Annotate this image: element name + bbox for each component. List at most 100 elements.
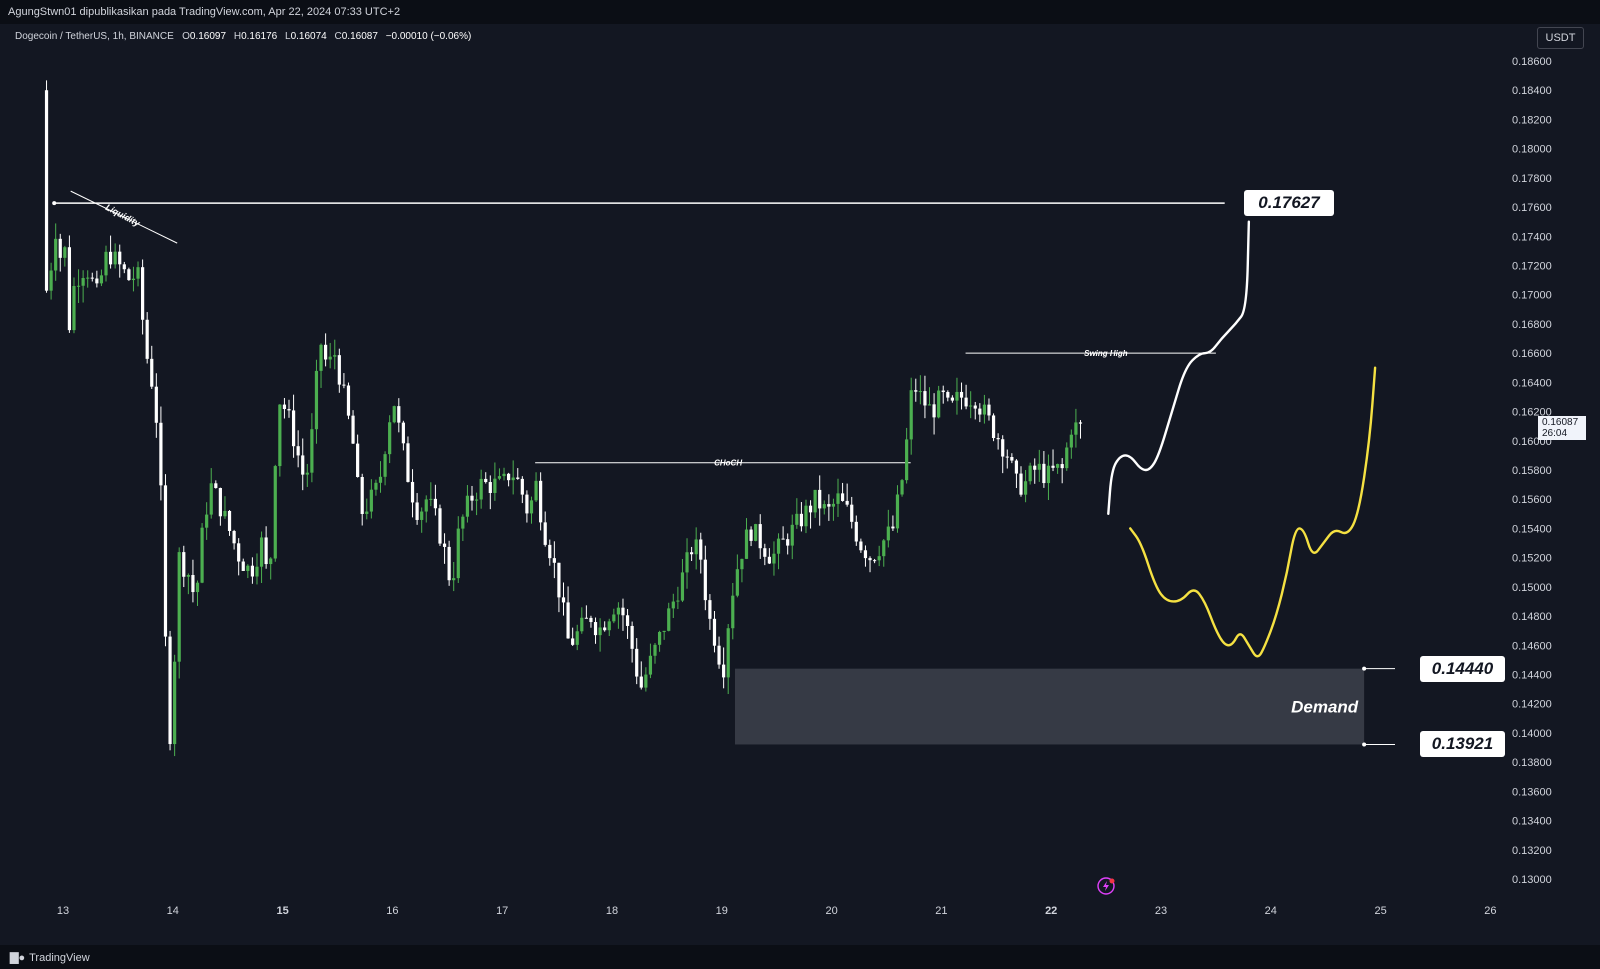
- candle-body: [877, 556, 881, 561]
- candle: [909, 377, 913, 455]
- candle-body: [561, 597, 566, 603]
- candle: [465, 485, 470, 523]
- candle: [95, 270, 99, 288]
- candle: [511, 460, 515, 495]
- candle: [991, 413, 996, 442]
- currency-unit-button[interactable]: USDT: [1537, 27, 1584, 49]
- candle-body: [99, 275, 104, 284]
- candle: [955, 377, 959, 415]
- candle-body: [685, 552, 689, 573]
- candle: [516, 468, 520, 480]
- candle: [287, 399, 291, 418]
- candle-body: [840, 493, 845, 501]
- candle-body: [1023, 481, 1028, 495]
- candle-body: [365, 511, 369, 514]
- close-value: 0.16087: [341, 31, 378, 42]
- tradingview-logo-icon[interactable]: ▇● TradingView: [10, 952, 90, 964]
- candle: [296, 430, 300, 468]
- candle-body: [927, 404, 932, 406]
- candle: [1005, 449, 1009, 469]
- candle: [776, 533, 781, 570]
- candle-body: [799, 513, 804, 527]
- candle: [845, 483, 849, 507]
- candle: [159, 406, 163, 501]
- chart-annotations: Liquidity Swing High CHoCH Demand: [104, 202, 1359, 716]
- candle: [676, 586, 680, 610]
- candle: [557, 562, 561, 613]
- candle-body: [639, 676, 643, 688]
- candle-body: [1010, 457, 1014, 461]
- candle: [694, 527, 698, 570]
- ohlc-legend: Dogecoin / TetherUS, 1h, BINANCE O0.1609…: [15, 31, 476, 42]
- price-tick-label: 0.15800: [1512, 465, 1552, 477]
- candle-body: [850, 504, 854, 522]
- candle-body: [676, 600, 680, 602]
- candle-body: [497, 476, 502, 479]
- candle: [969, 391, 973, 419]
- candle-body: [356, 443, 360, 477]
- target-price-tag: 0.17627: [1244, 190, 1334, 217]
- candle-body: [438, 508, 442, 544]
- candle-body: [946, 392, 950, 398]
- candle: [67, 235, 72, 333]
- close-label: C: [334, 31, 342, 42]
- candle-body: [314, 370, 319, 430]
- candle: [324, 333, 328, 367]
- candle-body: [575, 631, 579, 645]
- candle: [836, 478, 840, 517]
- symbol-name[interactable]: Dogecoin / TetherUS, 1h, BINANCE: [15, 31, 174, 42]
- candle-body: [95, 278, 99, 284]
- candle-body: [465, 495, 470, 517]
- candle-body: [1001, 439, 1005, 457]
- candle-body: [854, 521, 858, 542]
- candle-body: [122, 264, 126, 270]
- candle-body: [127, 269, 131, 281]
- candle-body: [978, 408, 982, 415]
- candle-body: [813, 489, 817, 513]
- candle: [1019, 466, 1023, 497]
- candle-body: [410, 481, 415, 503]
- candle-body: [932, 404, 936, 418]
- candle-body: [507, 473, 511, 481]
- candle: [831, 498, 836, 521]
- price-tick-label: 0.16800: [1512, 319, 1552, 331]
- footer-bar: ▇● TradingView: [0, 945, 1600, 969]
- candle: [520, 476, 524, 504]
- candle: [722, 647, 726, 689]
- candle: [598, 618, 602, 652]
- candle: [795, 498, 799, 529]
- price-tick-label: 0.17000: [1512, 290, 1552, 302]
- candle: [1037, 449, 1041, 482]
- lightning-icon[interactable]: [1097, 877, 1115, 895]
- chart-levels: [52, 190, 1395, 747]
- price-chart[interactable]: 0.18600 0.18400 0.18200 0.18000 0.17800 0.176…: [0, 24, 1600, 945]
- candle: [282, 397, 287, 419]
- candle: [301, 438, 305, 491]
- candle: [346, 382, 351, 420]
- candle-body: [644, 674, 648, 688]
- candle-body: [758, 524, 762, 549]
- price-tick-label: 0.18200: [1512, 114, 1552, 126]
- candle: [351, 410, 355, 444]
- candle-body: [580, 617, 584, 632]
- candle: [113, 243, 117, 269]
- candle: [507, 472, 511, 487]
- chart-plot-area[interactable]: [0, 24, 1600, 945]
- candle: [749, 526, 753, 547]
- candle: [136, 261, 140, 287]
- candle: [612, 608, 616, 624]
- candle: [854, 515, 858, 546]
- candle-body: [470, 495, 474, 501]
- candle-body: [589, 617, 593, 623]
- time-tick-label: 19: [716, 905, 728, 917]
- candle-body: [708, 600, 712, 619]
- candle: [937, 385, 941, 419]
- candle-body: [900, 480, 904, 495]
- candle: [863, 545, 868, 567]
- candle: [1065, 442, 1069, 471]
- candle: [49, 262, 53, 300]
- open-label: O: [182, 31, 190, 42]
- candle-body: [200, 527, 204, 583]
- last-price-label: 0.16087 26:04: [1538, 416, 1586, 441]
- candle-body: [767, 556, 771, 564]
